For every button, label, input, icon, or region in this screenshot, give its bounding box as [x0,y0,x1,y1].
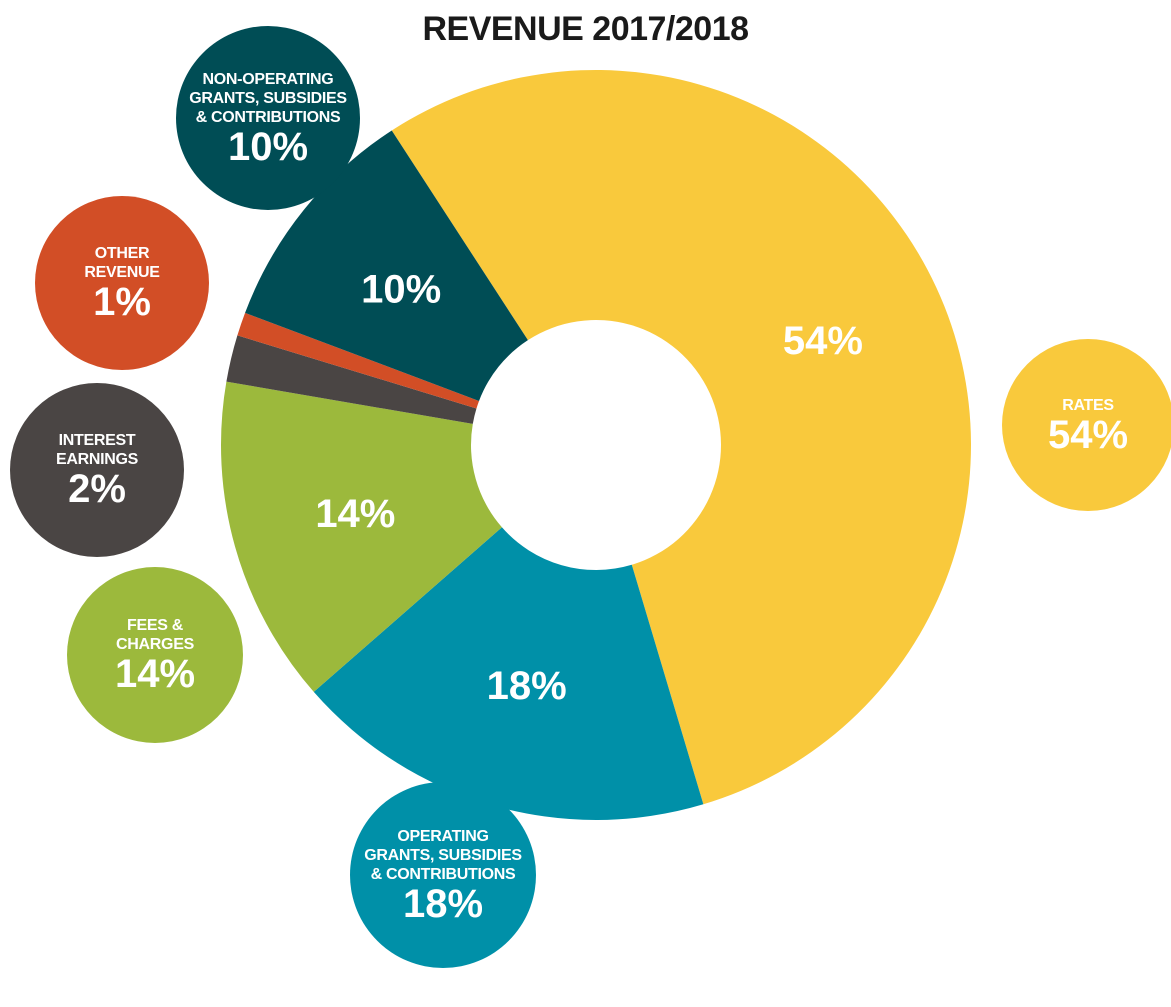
callout-bubble: INTEREST EARNINGS 2% [10,383,184,557]
slice-label: 14% [315,492,395,536]
callout-category: OTHER REVENUE [84,245,160,281]
callout-value: 14% [114,652,196,696]
donut-slice [237,312,480,409]
slice-label: 54% [783,319,863,363]
callout-bubble: FEES & CHARGES 14% [67,567,243,743]
slice-label: 10% [361,267,441,311]
callout-category: INTEREST EARNINGS [55,432,139,468]
donut-slice [391,70,971,805]
callout-category: NON-OPERATING GRANTS, SUBSIDIES & CONTRI… [189,70,347,126]
callout-value: 2% [68,467,126,511]
donut-slice [245,130,528,401]
slice-label: 18% [487,664,567,708]
callout-bubble: RATES 54% [1002,339,1171,511]
callout-category: RATES [1062,396,1114,414]
callout-bubble: OTHER REVENUE 1% [35,196,209,370]
donut-slice [313,527,704,821]
callout-bubble: NON-OPERATING GRANTS, SUBSIDIES & CONTRI… [176,26,360,210]
donut-slice [221,381,502,692]
callout-category: OPERATING GRANTS, SUBSIDIES & CONTRIBUTI… [364,827,522,883]
callout-value: 18% [402,881,484,926]
callout-category: FEES & CHARGES [116,617,194,653]
chart-title: REVENUE 2017/2018 [422,10,749,48]
donut-slice [226,335,477,424]
callout-value: 54% [1047,412,1129,457]
callout-bubble: OPERATING GRANTS, SUBSIDIES & CONTRIBUTI… [350,782,536,968]
callout-value: 1% [93,280,151,324]
callout-value: 10% [227,124,309,169]
